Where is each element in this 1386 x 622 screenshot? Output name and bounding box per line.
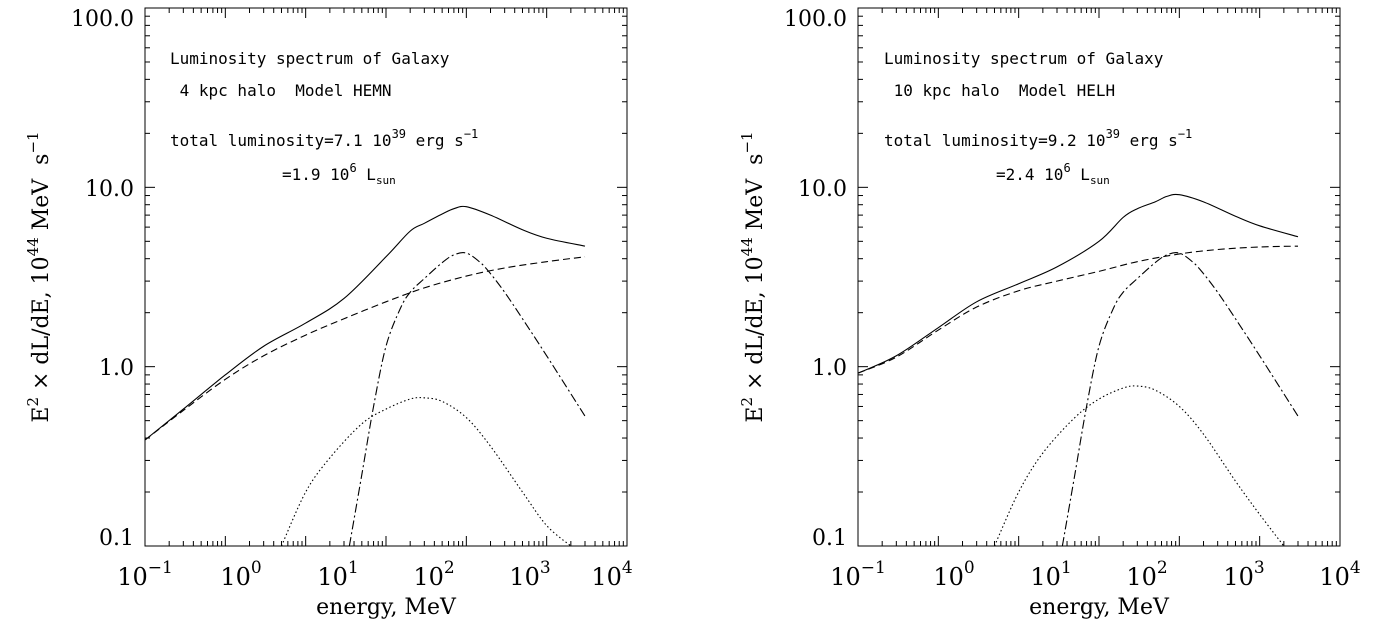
right-y-tick-label: 0.1 [812, 526, 847, 551]
right-y-tick-label: 100.0 [784, 7, 847, 32]
right-x-tick-label: 101 [1030, 558, 1071, 591]
left-x-axis-label: energy, MeV [316, 595, 457, 620]
left-x-tick-label: 100 [220, 558, 261, 591]
left-y-tick-label: 100.0 [71, 7, 134, 32]
right-x-tick-label: 104 [1319, 558, 1360, 591]
right-x-tick-label: 103 [1223, 558, 1264, 591]
left-y-tick-label: 1.0 [99, 356, 134, 381]
right-plot-frame [857, 7, 1341, 547]
left-y-axis-label: E2 × dL/dE, 1044 MeV s−1 [24, 131, 54, 422]
right-series-dash-dot-line [1061, 252, 1299, 547]
right-series-dashed-line [857, 245, 1299, 374]
left-x-tick-label: 101 [317, 558, 358, 591]
right-panel: Luminosity spectrum of Galaxy 10 kpc hal… [738, 7, 1361, 620]
left-x-tick-label: 10−1 [117, 558, 173, 591]
left-annotation-solar-luminosity: =1.9 106 Lsun [282, 161, 396, 187]
right-x-axis-label: energy, MeV [1029, 595, 1170, 620]
left-x-tick-label: 102 [413, 558, 454, 591]
right-annotation-model: 10 kpc halo Model HELH [884, 81, 1115, 100]
left-y-tick-label: 10.0 [85, 177, 134, 202]
left-panel: Luminosity spectrum of Galaxy 4 kpc halo… [24, 7, 633, 620]
left-series-solid-line [144, 205, 586, 441]
right-plot-marks [857, 8, 1340, 547]
left-annotation-title: Luminosity spectrum of Galaxy [170, 49, 450, 68]
right-annotation-total-luminosity: total luminosity=9.2 1039 erg s−1 [884, 127, 1192, 150]
left-series-dotted-line [280, 397, 572, 547]
right-annotation-title: Luminosity spectrum of Galaxy [884, 49, 1164, 68]
right-x-tick-label: 102 [1126, 558, 1167, 591]
right-series-solid-line [857, 193, 1299, 374]
left-plot-marks [144, 8, 627, 547]
left-y-tick-label: 0.1 [99, 526, 134, 551]
right-y-tick-label: 1.0 [812, 356, 847, 381]
right-y-axis-label: E2 × dL/dE, 1044 MeV s−1 [738, 131, 768, 422]
left-x-tick-label: 103 [509, 558, 550, 591]
left-plot-frame [144, 7, 628, 547]
right-annotation-solar-luminosity: =2.4 106 Lsun [996, 161, 1110, 187]
right-x-tick-label: 100 [933, 558, 974, 591]
right-x-tick-label: 10−1 [830, 558, 886, 591]
right-y-tick-label: 10.0 [798, 177, 847, 202]
right-series-dotted-line [993, 385, 1285, 547]
left-annotation-model: 4 kpc halo Model HEMN [170, 81, 392, 100]
left-series-dash-dot-line [348, 252, 586, 547]
left-series-dashed-line [144, 256, 586, 441]
left-annotation-total-luminosity: total luminosity=7.1 1039 erg s−1 [170, 127, 478, 150]
left-x-tick-label: 104 [591, 558, 632, 591]
